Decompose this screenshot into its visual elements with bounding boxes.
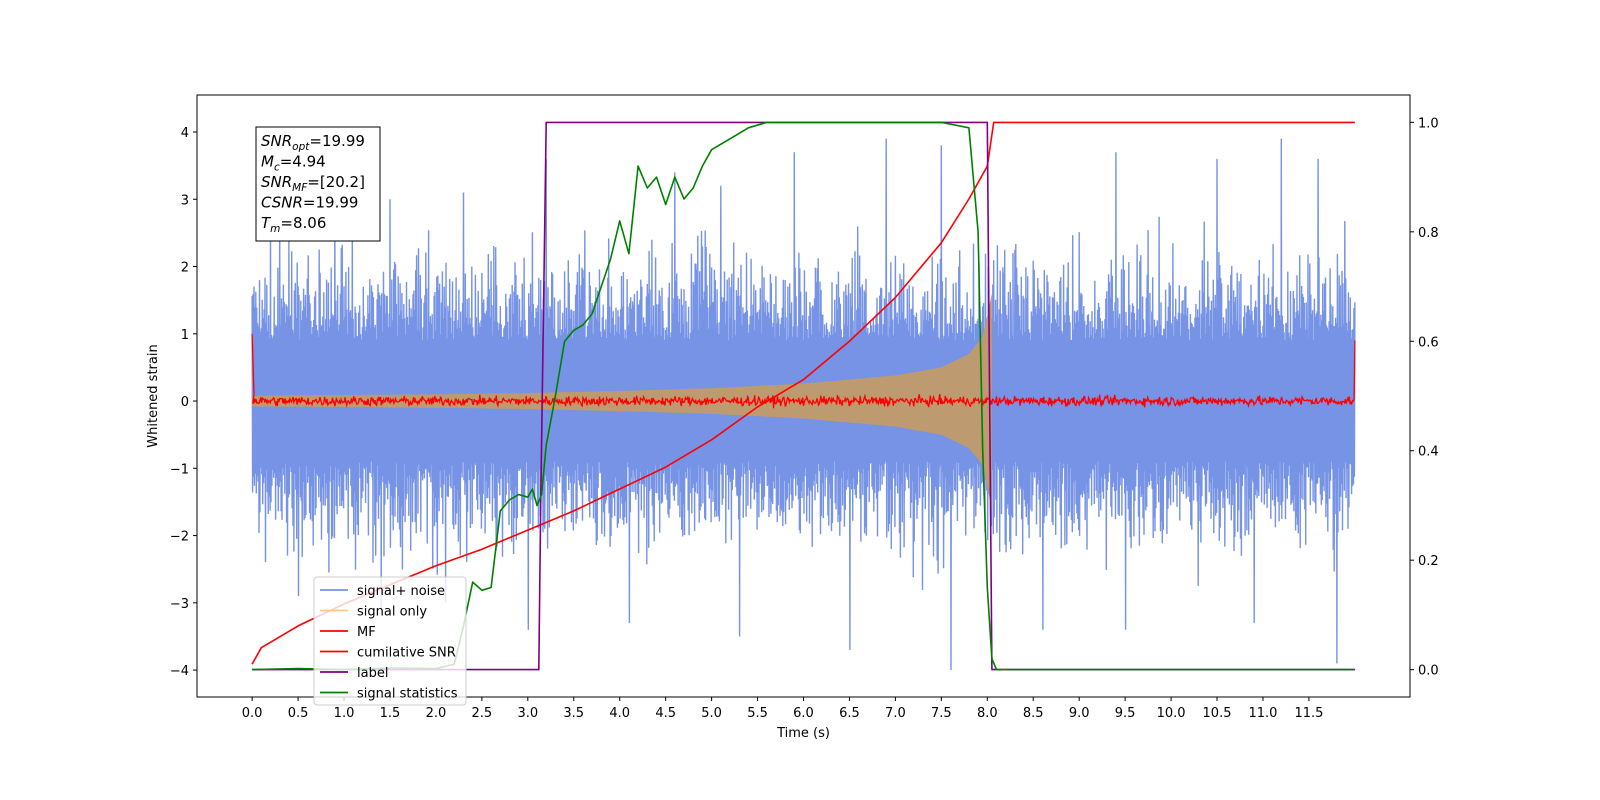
y-left-tick-label: −3 [170,597,189,612]
x-tick-label: 10.0 [1157,706,1186,721]
x-tick-label: 3.0 [517,706,538,721]
y-left-tick-label: 3 [181,193,189,208]
y-axis-label: Whitened strain [146,344,161,447]
annotation-line: Tm=8.06 [261,214,326,235]
y-right-tick-label: 0.2 [1418,554,1439,569]
x-tick-label: 2.5 [472,706,493,721]
y-left-tick-label: 2 [181,261,189,276]
x-tick-label: 2.0 [426,706,447,721]
y-left-tick-label: −2 [170,530,189,545]
series-label [252,121,1355,671]
legend-label-mf: MF [357,625,376,640]
legend-frame [313,576,467,706]
x-axis-label: Time (s) [776,726,830,741]
y-left-tick-label: 1 [181,328,189,343]
y-right-tick-label: 0.8 [1418,226,1439,241]
y-right-tick-label: 0.0 [1418,664,1439,679]
legend: signal+ noise signal only MF cumilative SNR… [313,576,467,706]
x-tick-label: 11.0 [1248,706,1277,721]
x-tick-label: 6.5 [839,706,860,721]
series-mf [251,333,1356,409]
x-tick-label: 3.5 [563,706,584,721]
x-tick-label: 4.5 [655,706,676,721]
legend-label-signal-only: signal only [357,605,427,620]
annotation-line: CSNR=19.99 [261,194,358,212]
x-tick-label: 10.5 [1203,706,1232,721]
series-signal-noise [251,138,1356,671]
x-tick-label: 9.5 [1115,706,1136,721]
x-tick-label: 5.0 [701,706,722,721]
x-tick-label: 1.0 [334,706,355,721]
x-tick-label: 8.0 [977,706,998,721]
y-left-tick-label: −1 [170,462,189,477]
axes-layer: 0.0 0.5 1.0 1.5 2.0 2.5 3.0 3.5 4.0 4.5 5.0 5.5 6.0 6… [170,116,1439,721]
y-right-tick-label: 1.0 [1418,116,1439,131]
x-tick-label: 1.5 [380,706,401,721]
annotation-line: Mc=4.94 [261,153,326,174]
x-tick-label: 0.0 [242,706,263,721]
series-signal-statistics [252,121,1355,671]
x-tick-label: 0.5 [288,706,309,721]
y-right-tick-label: 0.4 [1418,445,1439,460]
annotation-frame [255,126,381,242]
x-tick-label: 11.5 [1294,706,1323,721]
y-right-tick-label: 0.6 [1418,335,1439,350]
x-tick-label: 8.5 [1023,706,1044,721]
legend-label-signal-noise: signal+ noise [357,584,445,599]
x-tick-label: 6.0 [793,706,814,721]
y-left-tick-label: 4 [181,126,189,141]
x-tick-label: 7.5 [931,706,952,721]
legend-label-signal-statistics: signal statistics [357,687,458,702]
annotation-box: SNRopt=19.99Mc=4.94SNRMF=[20.2]CSNR=19.9… [255,126,381,242]
x-tick-label: 4.0 [609,706,630,721]
x-tick-label: 9.0 [1069,706,1090,721]
y-left-tick-label: 0 [181,395,189,410]
annotation-line: SNRMF=[20.2] [261,173,365,194]
legend-label-cumilative-snr: cumilative SNR [357,646,456,661]
y-left-tick-label: −4 [170,664,189,679]
annotation-line: SNRopt=19.99 [261,132,365,153]
x-tick-label: 5.5 [747,706,768,721]
legend-label-label: label [357,666,388,681]
x-tick-label: 7.0 [885,706,906,721]
